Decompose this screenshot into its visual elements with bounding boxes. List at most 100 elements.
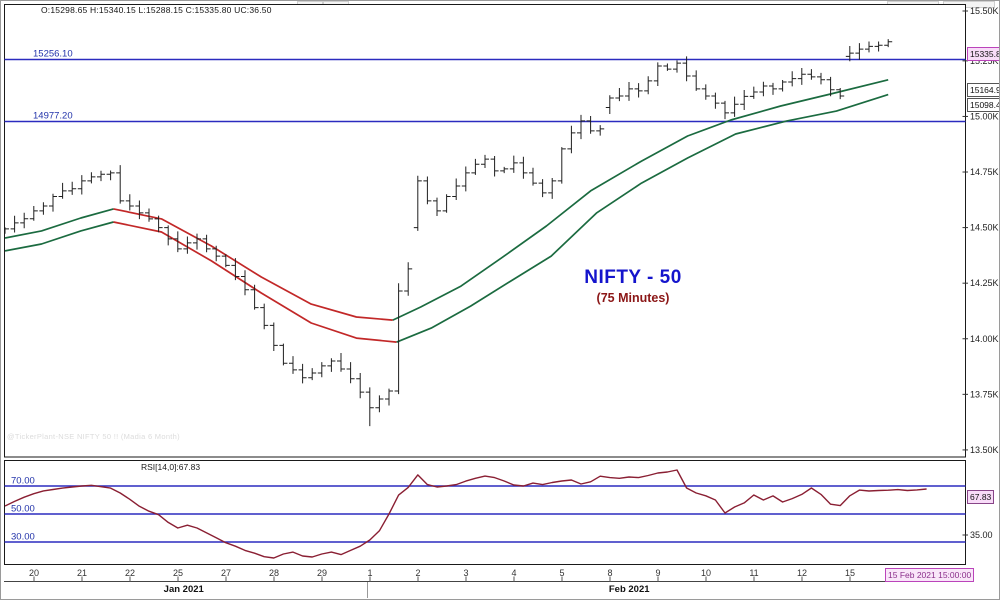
ohlc-bar — [77, 175, 86, 195]
date-axis-label: 1 — [367, 568, 372, 578]
date-axis-label: 21 — [77, 568, 87, 578]
ohlc-bar — [241, 270, 249, 296]
date-axis-label: 4 — [511, 568, 516, 578]
price-axis-tick-label: 14.75K — [970, 167, 999, 177]
ohlc-bar — [5, 227, 9, 234]
ohlc-bar — [490, 156, 499, 177]
ohlc-bar — [557, 147, 566, 184]
month-label: Jan 2021 — [164, 584, 205, 595]
date-axis-label: 27 — [221, 568, 231, 578]
ohlc-bar — [740, 90, 749, 110]
ohlc-bar — [29, 206, 38, 221]
rsi-indicator-label: RSI[14,0]:67.83 — [141, 462, 201, 472]
ohlc-bar — [375, 395, 384, 413]
ohlc-bar — [404, 262, 413, 296]
month-label: Feb 2021 — [609, 584, 650, 595]
price-axis-tick-label: 14.50K — [970, 223, 999, 233]
ohlc-bar — [68, 181, 77, 195]
ohlc-bar — [749, 86, 758, 99]
ma-lower-line — [5, 221, 114, 252]
ma-lower-line — [396, 93, 889, 343]
ohlc-bar — [173, 231, 182, 253]
ohlc-bar — [202, 234, 211, 253]
ohlc-bar — [721, 100, 729, 120]
date-axis-label: 20 — [29, 568, 39, 578]
ohlc-bar — [154, 215, 163, 233]
ohlc-bar — [855, 43, 864, 60]
ohlc-bar — [682, 56, 691, 82]
ohlc-bar — [461, 166, 470, 192]
last-price-badge: 15335.8 — [967, 47, 999, 61]
ohlc-bar — [365, 387, 374, 427]
ohlc-bar — [183, 236, 192, 254]
date-axis-label: 8 — [607, 568, 612, 578]
last-bar-datetime-badge: 15 Feb 2021 15:00:00 — [885, 568, 975, 582]
ohlc-bar — [125, 194, 134, 211]
price-axis-tick-label: 15.00K — [970, 111, 999, 121]
ma-upper-value-badge: 15164.9 — [967, 83, 999, 97]
ohlc-bar — [865, 41, 873, 53]
ohlc-bar — [317, 362, 326, 378]
rsi-level-label: 70.00 — [11, 476, 35, 487]
rsi-level-label: 30.00 — [11, 532, 35, 543]
ohlc-bar — [673, 60, 681, 73]
ohlc-bar — [452, 178, 461, 200]
ohlc-bar — [337, 353, 345, 372]
ohlc-bar — [231, 258, 240, 281]
ma-upper-line — [5, 208, 114, 239]
ohlc-bar — [58, 182, 67, 199]
ma-upper-line — [113, 208, 393, 321]
ohlc-bar — [269, 322, 278, 351]
chart-interval-label: (75 Minutes) — [596, 291, 670, 305]
date-axis-label: 29 — [317, 568, 327, 578]
date-axis-label: 15 — [845, 568, 855, 578]
ohlc-bar — [250, 284, 259, 310]
date-axis-label: 2 — [415, 568, 420, 578]
main-chart-pane[interactable] — [4, 4, 966, 458]
ohlc-bar — [442, 194, 451, 213]
ohlc-bar — [20, 212, 29, 229]
ohlc-bar — [327, 358, 336, 372]
ohlc-bar — [135, 200, 144, 220]
ohlc-bar — [807, 69, 816, 80]
price-axis-tick-label: 14.00K — [970, 334, 999, 344]
ohlc-bar — [663, 63, 672, 71]
ohlc-bar — [797, 68, 806, 85]
date-axis-label: 5 — [559, 568, 564, 578]
ohlc-bar — [346, 362, 355, 384]
ohlc-bar — [692, 70, 701, 91]
rsi-line — [5, 469, 927, 559]
ohlc-bar — [615, 88, 624, 102]
ohlc-bar — [87, 172, 96, 184]
ohlc-bar — [164, 225, 173, 246]
ohlc-bar — [634, 83, 643, 98]
ohlc-bar — [538, 179, 547, 198]
ohlc-readout: O:15298.65 H:15340.15 L:15288.15 C:15335… — [41, 5, 272, 15]
ohlc-bar — [394, 283, 403, 395]
ohlc-bar — [567, 125, 576, 154]
watermark: @TickerPlant-NSE NIFTY 50 !! (Madia 6 Mo… — [7, 432, 180, 441]
ohlc-bar — [49, 193, 57, 212]
ohlc-bar — [509, 155, 518, 173]
price-axis-tick-label: 13.50K — [970, 445, 999, 455]
date-axis-label: 11 — [749, 568, 758, 578]
ohlc-bar — [625, 82, 633, 101]
ma-lower-value-badge: 15098.4 — [967, 98, 999, 112]
ohlc-bar — [817, 72, 825, 85]
date-axis-label: 12 — [797, 568, 807, 578]
ohlc-bar — [221, 254, 230, 268]
level-price-label: 14977.20 — [33, 111, 73, 122]
rsi-pane[interactable] — [4, 460, 966, 565]
ohlc-bar — [605, 95, 614, 114]
ma-upper-line — [392, 78, 889, 321]
ohlc-bar — [145, 208, 153, 222]
ohlc-bar — [788, 71, 797, 87]
ohlc-bar — [116, 165, 125, 204]
ohlc-bar — [874, 41, 883, 52]
ohlc-bar — [423, 176, 432, 205]
ohlc-bar — [845, 46, 854, 62]
level-price-label: 15256.10 — [33, 49, 73, 60]
ohlc-bar — [356, 373, 365, 399]
